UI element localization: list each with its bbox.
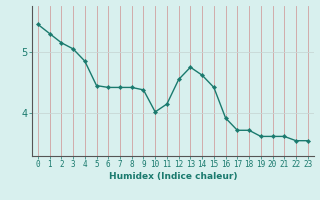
X-axis label: Humidex (Indice chaleur): Humidex (Indice chaleur)	[108, 172, 237, 181]
